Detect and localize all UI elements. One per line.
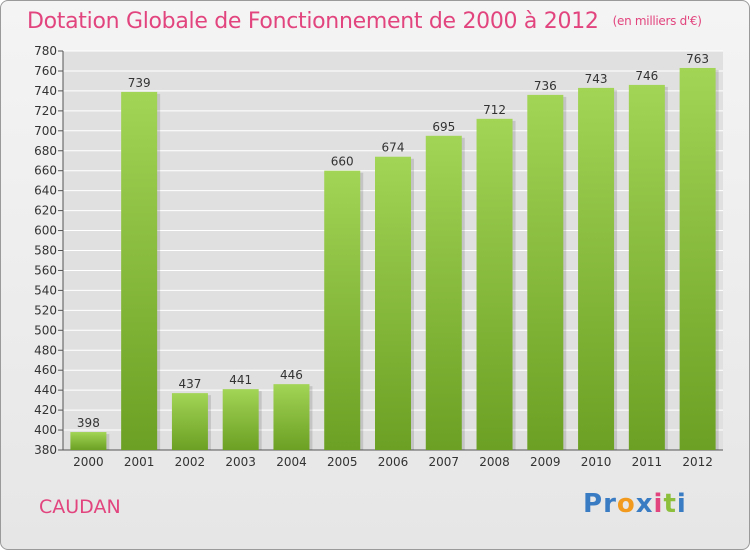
y-tick-label: 740: [34, 84, 57, 98]
y-tick-label: 700: [34, 124, 57, 138]
y-tick-label: 500: [34, 323, 57, 337]
x-tick-label: 2001: [124, 455, 155, 469]
bar: [121, 91, 158, 451]
y-tick-label: 440: [34, 383, 57, 397]
bar: [679, 67, 716, 451]
bar-value-label: 660: [331, 155, 354, 169]
bar-value-label: 746: [635, 69, 658, 83]
x-tick-label: 2009: [530, 455, 561, 469]
x-tick-label: 2004: [276, 455, 307, 469]
x-tick-label: 2005: [327, 455, 358, 469]
bar-value-label: 446: [280, 368, 303, 382]
bar: [70, 432, 107, 450]
proxiti-logo: Proxiti: [583, 489, 687, 519]
bar: [476, 118, 513, 450]
logo-letter: i: [676, 489, 687, 519]
y-tick-label: 620: [34, 204, 57, 218]
y-tick-label: 540: [34, 283, 57, 297]
y-tick-label: 400: [34, 423, 57, 437]
logo-letter: r: [603, 489, 617, 519]
x-tick-label: 2011: [632, 455, 663, 469]
y-tick-label: 420: [34, 403, 57, 417]
bar: [273, 384, 310, 450]
y-tick-label: 580: [34, 244, 57, 258]
y-tick-label: 660: [34, 164, 57, 178]
chart-title: Dotation Globale de Fonctionnement de 20…: [27, 9, 702, 34]
y-tick-label: 720: [34, 104, 57, 118]
bar: [222, 389, 259, 450]
y-tick-label: 480: [34, 343, 57, 357]
y-tick-label: 460: [34, 363, 57, 377]
bar: [425, 135, 462, 450]
x-tick-label: 2012: [682, 455, 713, 469]
bar-value-label: 763: [686, 52, 709, 66]
logo-letter: o: [616, 489, 636, 519]
bar-value-label: 739: [128, 76, 151, 90]
bar: [527, 94, 564, 450]
title-text: Dotation Globale de Fonctionnement de 20…: [27, 9, 599, 34]
bar: [375, 156, 411, 451]
bar-value-label: 437: [178, 377, 201, 391]
x-tick-label: 2006: [378, 455, 409, 469]
commune-name: CAUDAN: [39, 496, 121, 518]
logo-letter: x: [635, 489, 654, 519]
y-tick-label: 640: [34, 184, 57, 198]
logo-letter: i: [653, 489, 664, 519]
y-tick-label: 380: [34, 443, 57, 457]
y-tick-label: 780: [34, 44, 57, 58]
y-tick-label: 680: [34, 144, 57, 158]
units-note: (en milliers d'€): [612, 14, 702, 28]
bar-value-label: 736: [534, 79, 557, 93]
logo-letter: P: [583, 489, 604, 519]
x-tick-label: 2002: [175, 455, 206, 469]
y-tick-label: 520: [34, 303, 57, 317]
x-tick-label: 2000: [73, 455, 104, 469]
logo-letter: t: [663, 489, 677, 519]
x-tick-label: 2008: [479, 455, 510, 469]
bar: [171, 393, 208, 450]
x-tick-label: 2003: [225, 455, 256, 469]
bar-value-label: 743: [585, 72, 608, 86]
x-tick-label: 2010: [581, 455, 612, 469]
y-tick-label: 600: [34, 224, 57, 238]
bar: [578, 87, 615, 450]
y-tick-label: 760: [34, 64, 57, 78]
bar-value-label: 398: [77, 416, 100, 430]
x-tick-label: 2007: [428, 455, 459, 469]
bar-value-label: 712: [483, 103, 506, 117]
y-tick-label: 560: [34, 263, 57, 277]
bar-value-label: 695: [432, 120, 455, 134]
bar-value-label: 441: [229, 373, 252, 387]
bar: [324, 170, 361, 450]
bar: [628, 84, 665, 450]
bar-value-label: 674: [382, 141, 405, 155]
